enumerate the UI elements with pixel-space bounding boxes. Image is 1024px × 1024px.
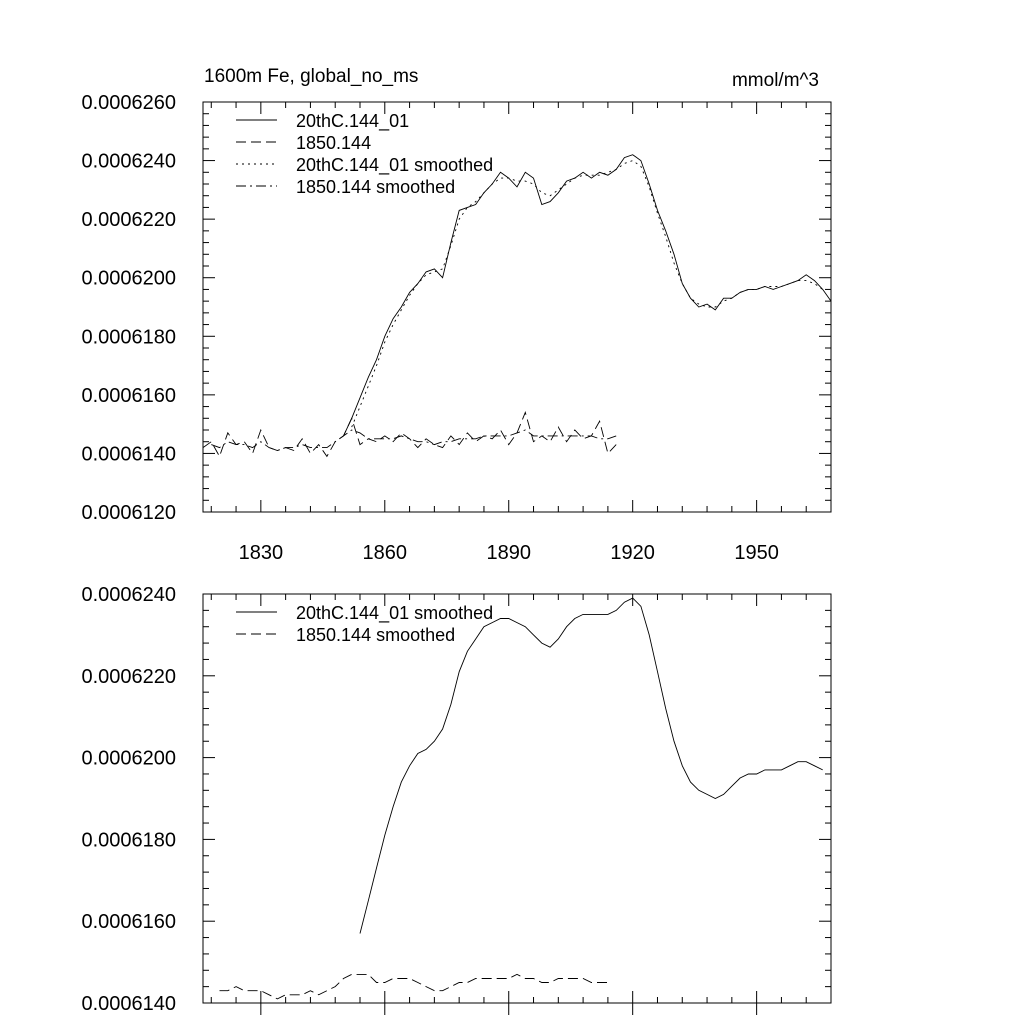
chart-title: 1600m Fe, global_no_ms [204,66,418,87]
bottom-y-tick-label: 0.0006140 [81,993,176,1015]
top-y-tick-label: 0.0006220 [81,209,176,231]
top-x-tick-label: 1920 [610,542,655,564]
bottom-series-line [219,973,608,1000]
top-y-tick-label: 0.0006240 [81,151,176,173]
bottom-y-tick-label: 0.0006200 [81,748,176,770]
top-panel: 1600m Fe, global_no_ms mmol/m^3 1830 1860… [81,66,832,564]
top-y-tick-label: 0.0006200 [81,268,176,290]
top-y-tick-label: 0.0006260 [81,92,176,114]
units-label: mmol/m^3 [732,70,819,91]
top-x-tick-label: 1890 [486,542,531,564]
top-x-tick-label: 1860 [363,542,408,564]
bottom-panel: 0.0006140 0.0006160 0.0006180 0.0006200 0.00… [81,584,832,1015]
top-series-line [351,160,823,428]
top-legend-label: 20thC.144_01 smoothed [296,155,493,176]
bottom-series-line [359,597,823,934]
top-y-tick-label: 0.0006120 [81,502,176,524]
top-y-tick-label: 0.0006180 [81,326,176,348]
top-plot-frame [202,101,832,513]
top-legend-label: 1850.144 smoothed [296,177,455,197]
top-series-line [202,411,617,458]
top-y-tick-label: 0.0006160 [81,385,176,407]
top-legend-label: 20thC.144_01 [296,111,409,132]
bottom-plot-frame [202,593,832,1004]
bottom-legend-label: 1850.144 smoothed [296,625,455,645]
bottom-y-tick-label: 0.0006220 [81,666,176,688]
bottom-y-tick-label: 0.0006180 [81,829,176,851]
top-y-tick-label: 0.0006140 [81,443,176,465]
top-x-tick-label: 1830 [239,542,284,564]
top-series-line [211,429,617,451]
bottom-legend-label: 20thC.144_01 smoothed [296,603,493,624]
top-x-tick-label: 1950 [734,542,779,564]
top-legend-label: 1850.144 [296,133,371,153]
bottom-y-tick-label: 0.0006240 [81,584,176,606]
bottom-y-tick-label: 0.0006160 [81,911,176,933]
